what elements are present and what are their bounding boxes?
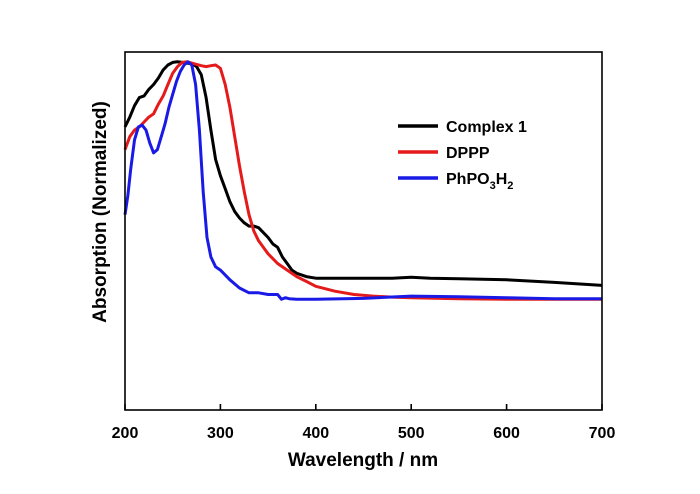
- legend-label-2: PhPO3H2: [446, 171, 513, 192]
- x-tick-label: 300: [207, 425, 234, 442]
- x-tick-label: 500: [398, 425, 425, 442]
- x-tick-label: 700: [589, 425, 616, 442]
- x-tick-label: 600: [493, 425, 520, 442]
- legend-label-0: Complex 1: [446, 119, 527, 136]
- x-axis-ticks: 200 300 400 500 600 700: [112, 404, 616, 442]
- series-line-2: [123, 60, 602, 301]
- series-line-0: [123, 60, 603, 287]
- x-tick-label: 400: [302, 425, 329, 442]
- legend: Complex 1 DPPP PhPO3H2: [398, 119, 527, 192]
- legend-label-1: DPPP: [446, 145, 490, 162]
- plot-frame: [124, 51, 603, 411]
- y-axis-title: Absorption (Normalized): [90, 101, 111, 323]
- x-tick-label: 200: [112, 425, 139, 442]
- series-line-1: [123, 60, 602, 301]
- x-axis-title: Wavelength / nm: [288, 450, 438, 471]
- series-curves: [123, 60, 603, 301]
